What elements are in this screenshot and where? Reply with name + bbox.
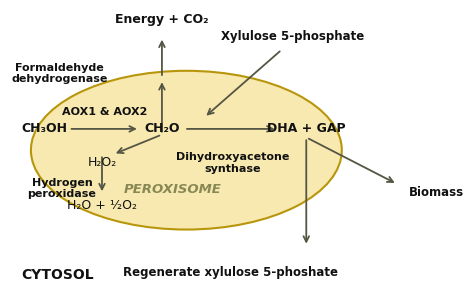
Text: DHA + GAP: DHA + GAP <box>267 123 346 136</box>
Text: Biomass: Biomass <box>409 186 464 199</box>
Text: CH₃OH: CH₃OH <box>21 123 67 136</box>
Text: AOX1 & AOX2: AOX1 & AOX2 <box>62 107 147 117</box>
Text: CH₂O: CH₂O <box>144 123 180 136</box>
Text: H₂O₂: H₂O₂ <box>87 156 117 169</box>
Text: CYTOSOL: CYTOSOL <box>21 268 94 282</box>
Text: H₂O + ½O₂: H₂O + ½O₂ <box>67 199 137 212</box>
Text: Dihydroxyacetone
synthase: Dihydroxyacetone synthase <box>176 152 290 174</box>
Text: Formaldehyde
dehydrogenase: Formaldehyde dehydrogenase <box>11 63 108 84</box>
Text: Energy + CO₂: Energy + CO₂ <box>115 13 209 26</box>
Text: PEROXISOME: PEROXISOME <box>124 183 222 196</box>
Text: Hydrogen
peroxidase: Hydrogen peroxidase <box>27 178 96 199</box>
Ellipse shape <box>31 71 342 229</box>
Text: Regenerate xylulose 5-phoshate: Regenerate xylulose 5-phoshate <box>123 266 338 279</box>
Text: Xylulose 5-phosphate: Xylulose 5-phosphate <box>221 30 365 43</box>
